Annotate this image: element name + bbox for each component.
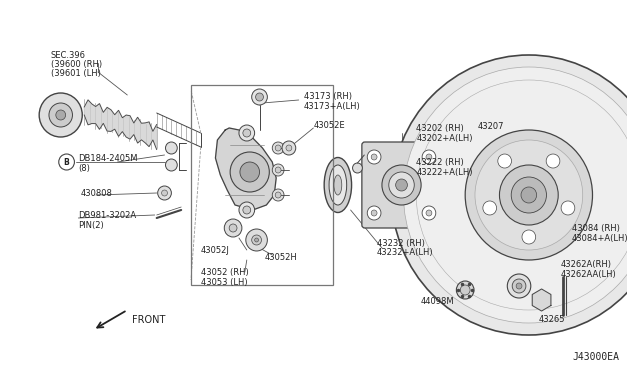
- Text: 43173 (RH): 43173 (RH): [303, 92, 351, 100]
- Text: FRONT: FRONT: [132, 315, 166, 325]
- Circle shape: [475, 140, 582, 250]
- Text: 43052E: 43052E: [314, 121, 345, 129]
- Ellipse shape: [324, 157, 351, 212]
- Circle shape: [161, 190, 168, 196]
- Circle shape: [39, 93, 83, 137]
- Circle shape: [224, 219, 242, 237]
- Text: 43084+A(LH): 43084+A(LH): [572, 234, 628, 243]
- Circle shape: [546, 154, 560, 168]
- Circle shape: [59, 154, 74, 170]
- Circle shape: [239, 202, 255, 218]
- Text: (39600 (RH): (39600 (RH): [51, 60, 102, 68]
- Text: DB184-2405M: DB184-2405M: [78, 154, 138, 163]
- Text: 43232+A(LH): 43232+A(LH): [377, 248, 434, 257]
- Ellipse shape: [334, 175, 342, 195]
- Circle shape: [498, 154, 511, 168]
- Text: PIN(2): PIN(2): [78, 221, 104, 230]
- Text: 43207: 43207: [478, 122, 504, 131]
- Text: J43000EA: J43000EA: [572, 352, 619, 362]
- Text: 43052 (RH): 43052 (RH): [201, 267, 248, 276]
- Text: 43202 (RH): 43202 (RH): [416, 124, 464, 132]
- Circle shape: [561, 201, 575, 215]
- Circle shape: [272, 189, 284, 201]
- Polygon shape: [216, 128, 276, 210]
- Circle shape: [367, 150, 381, 164]
- Circle shape: [157, 186, 172, 200]
- Circle shape: [382, 165, 421, 205]
- Circle shape: [426, 210, 432, 216]
- Text: 43265: 43265: [539, 315, 565, 324]
- Circle shape: [246, 229, 268, 251]
- Circle shape: [252, 89, 268, 105]
- Text: 43173+A(LH): 43173+A(LH): [303, 102, 360, 110]
- Circle shape: [353, 163, 362, 173]
- Circle shape: [255, 238, 259, 242]
- Circle shape: [426, 154, 432, 160]
- Circle shape: [239, 125, 255, 141]
- Circle shape: [371, 210, 377, 216]
- Circle shape: [508, 274, 531, 298]
- Circle shape: [465, 130, 593, 260]
- Circle shape: [367, 206, 381, 220]
- Circle shape: [371, 154, 377, 160]
- Text: SEC.396: SEC.396: [51, 51, 86, 60]
- Text: 43222+A(LH): 43222+A(LH): [416, 167, 473, 176]
- Circle shape: [286, 145, 292, 151]
- Circle shape: [230, 152, 269, 192]
- Text: 43262A(RH): 43262A(RH): [560, 260, 611, 269]
- Circle shape: [522, 230, 536, 244]
- Ellipse shape: [329, 165, 347, 205]
- Circle shape: [255, 93, 264, 101]
- Circle shape: [272, 164, 284, 176]
- Circle shape: [166, 159, 177, 171]
- Text: 43084 (RH): 43084 (RH): [572, 224, 620, 232]
- Text: 43052J: 43052J: [201, 246, 230, 254]
- Circle shape: [456, 281, 474, 299]
- Circle shape: [275, 167, 281, 173]
- Polygon shape: [532, 289, 551, 311]
- Polygon shape: [84, 100, 157, 150]
- Circle shape: [49, 103, 72, 127]
- Circle shape: [422, 206, 436, 220]
- Circle shape: [166, 142, 177, 154]
- Text: 43202+A(LH): 43202+A(LH): [416, 134, 473, 142]
- Circle shape: [243, 129, 251, 137]
- Circle shape: [229, 224, 237, 232]
- Circle shape: [252, 235, 262, 245]
- Circle shape: [460, 285, 470, 295]
- Circle shape: [422, 150, 436, 164]
- Circle shape: [275, 145, 281, 151]
- Circle shape: [499, 165, 558, 225]
- Text: 43262AA(LH): 43262AA(LH): [560, 270, 616, 279]
- Circle shape: [516, 283, 522, 289]
- Circle shape: [512, 279, 526, 293]
- Text: 430808: 430808: [80, 189, 112, 198]
- Text: DB981-3202A: DB981-3202A: [78, 211, 136, 219]
- Circle shape: [56, 110, 66, 120]
- Circle shape: [275, 192, 281, 198]
- Text: (39601 (LH): (39601 (LH): [51, 68, 101, 77]
- Text: 43232 (RH): 43232 (RH): [377, 238, 425, 247]
- Circle shape: [392, 55, 640, 335]
- Circle shape: [388, 172, 414, 198]
- Circle shape: [403, 67, 640, 323]
- Circle shape: [272, 142, 284, 154]
- Circle shape: [521, 187, 537, 203]
- Text: 43052H: 43052H: [264, 253, 297, 263]
- Bar: [191, 85, 333, 285]
- Circle shape: [396, 179, 408, 191]
- Circle shape: [240, 162, 260, 182]
- Text: 43222 (RH): 43222 (RH): [416, 157, 464, 167]
- Text: (8): (8): [78, 164, 90, 173]
- Circle shape: [483, 201, 497, 215]
- Circle shape: [243, 206, 251, 214]
- FancyBboxPatch shape: [362, 142, 441, 228]
- Text: B: B: [64, 157, 70, 167]
- Text: 44098M: 44098M: [421, 298, 455, 307]
- Circle shape: [511, 177, 547, 213]
- Text: 43053 (LH): 43053 (LH): [201, 278, 248, 286]
- Circle shape: [282, 141, 296, 155]
